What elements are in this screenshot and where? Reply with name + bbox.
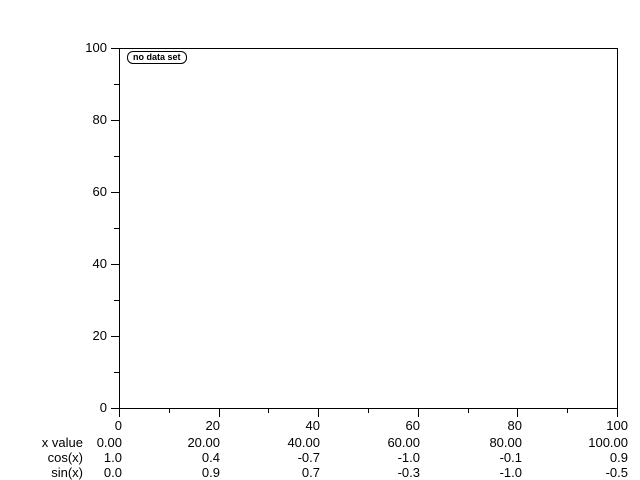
x-major-tick [218,408,220,417]
y-minor-tick [114,156,119,157]
table-cell: 0.7 [301,465,320,480]
table-cell: 0.4 [201,450,220,465]
y-tick-label: 100 [85,40,107,55]
table-cell: 80.00 [489,435,522,450]
table-cell: -1.0 [397,450,420,465]
y-major-tick [111,120,119,121]
table-row-label: cos(x) [47,450,83,465]
x-tick-label: 80 [507,418,522,433]
table-cell: 60.00 [387,435,420,450]
table-cell: -0.5 [605,465,628,480]
table-cell: 40.00 [287,435,320,450]
table-cell: -0.3 [397,465,420,480]
legend-label: no data set [133,52,181,62]
x-minor-tick [467,408,469,413]
table-cell: 0.9 [609,450,628,465]
x-tick-label: 100 [606,418,628,433]
x-minor-tick [567,408,569,413]
x-major-tick [119,408,120,417]
x-tick-label: 40 [305,418,320,433]
x-major-tick [417,408,419,417]
table-cell: -0.7 [297,450,320,465]
y-tick-label: 40 [92,256,107,271]
y-major-tick [111,264,119,265]
y-major-tick [111,336,119,337]
x-major-tick [318,408,320,417]
y-minor-tick [114,300,119,301]
table-cell: 0.0 [103,465,122,480]
plot-area [119,48,618,409]
y-major-tick [111,192,119,193]
table-row-label: sin(x) [51,465,83,480]
x-major-tick [517,408,519,417]
table-cell: -0.1 [499,450,522,465]
y-minor-tick [114,372,119,373]
y-major-tick [111,48,119,49]
x-minor-tick [268,408,270,413]
y-tick-label: 0 [99,400,107,415]
x-tick-label: 20 [205,418,220,433]
legend: no data set [127,51,187,64]
y-tick-label: 20 [92,328,107,343]
x-minor-tick [168,408,170,413]
x-tick-label: 0 [114,418,122,433]
table-row-label: x value [41,435,83,450]
table-cell: 0.00 [96,435,122,450]
y-minor-tick [114,228,119,229]
y-tick-label: 60 [92,184,107,199]
table-cell: 0.9 [201,465,220,480]
y-major-tick [111,408,119,409]
y-minor-tick [114,84,119,85]
x-minor-tick [368,408,369,413]
x-major-tick [617,408,618,417]
y-tick-label: 80 [92,112,107,127]
table-cell: -1.0 [499,465,522,480]
table-cell: 100.00 [588,435,628,450]
table-cell: 20.00 [187,435,220,450]
table-cell: 1.0 [103,450,122,465]
x-tick-label: 60 [405,418,420,433]
